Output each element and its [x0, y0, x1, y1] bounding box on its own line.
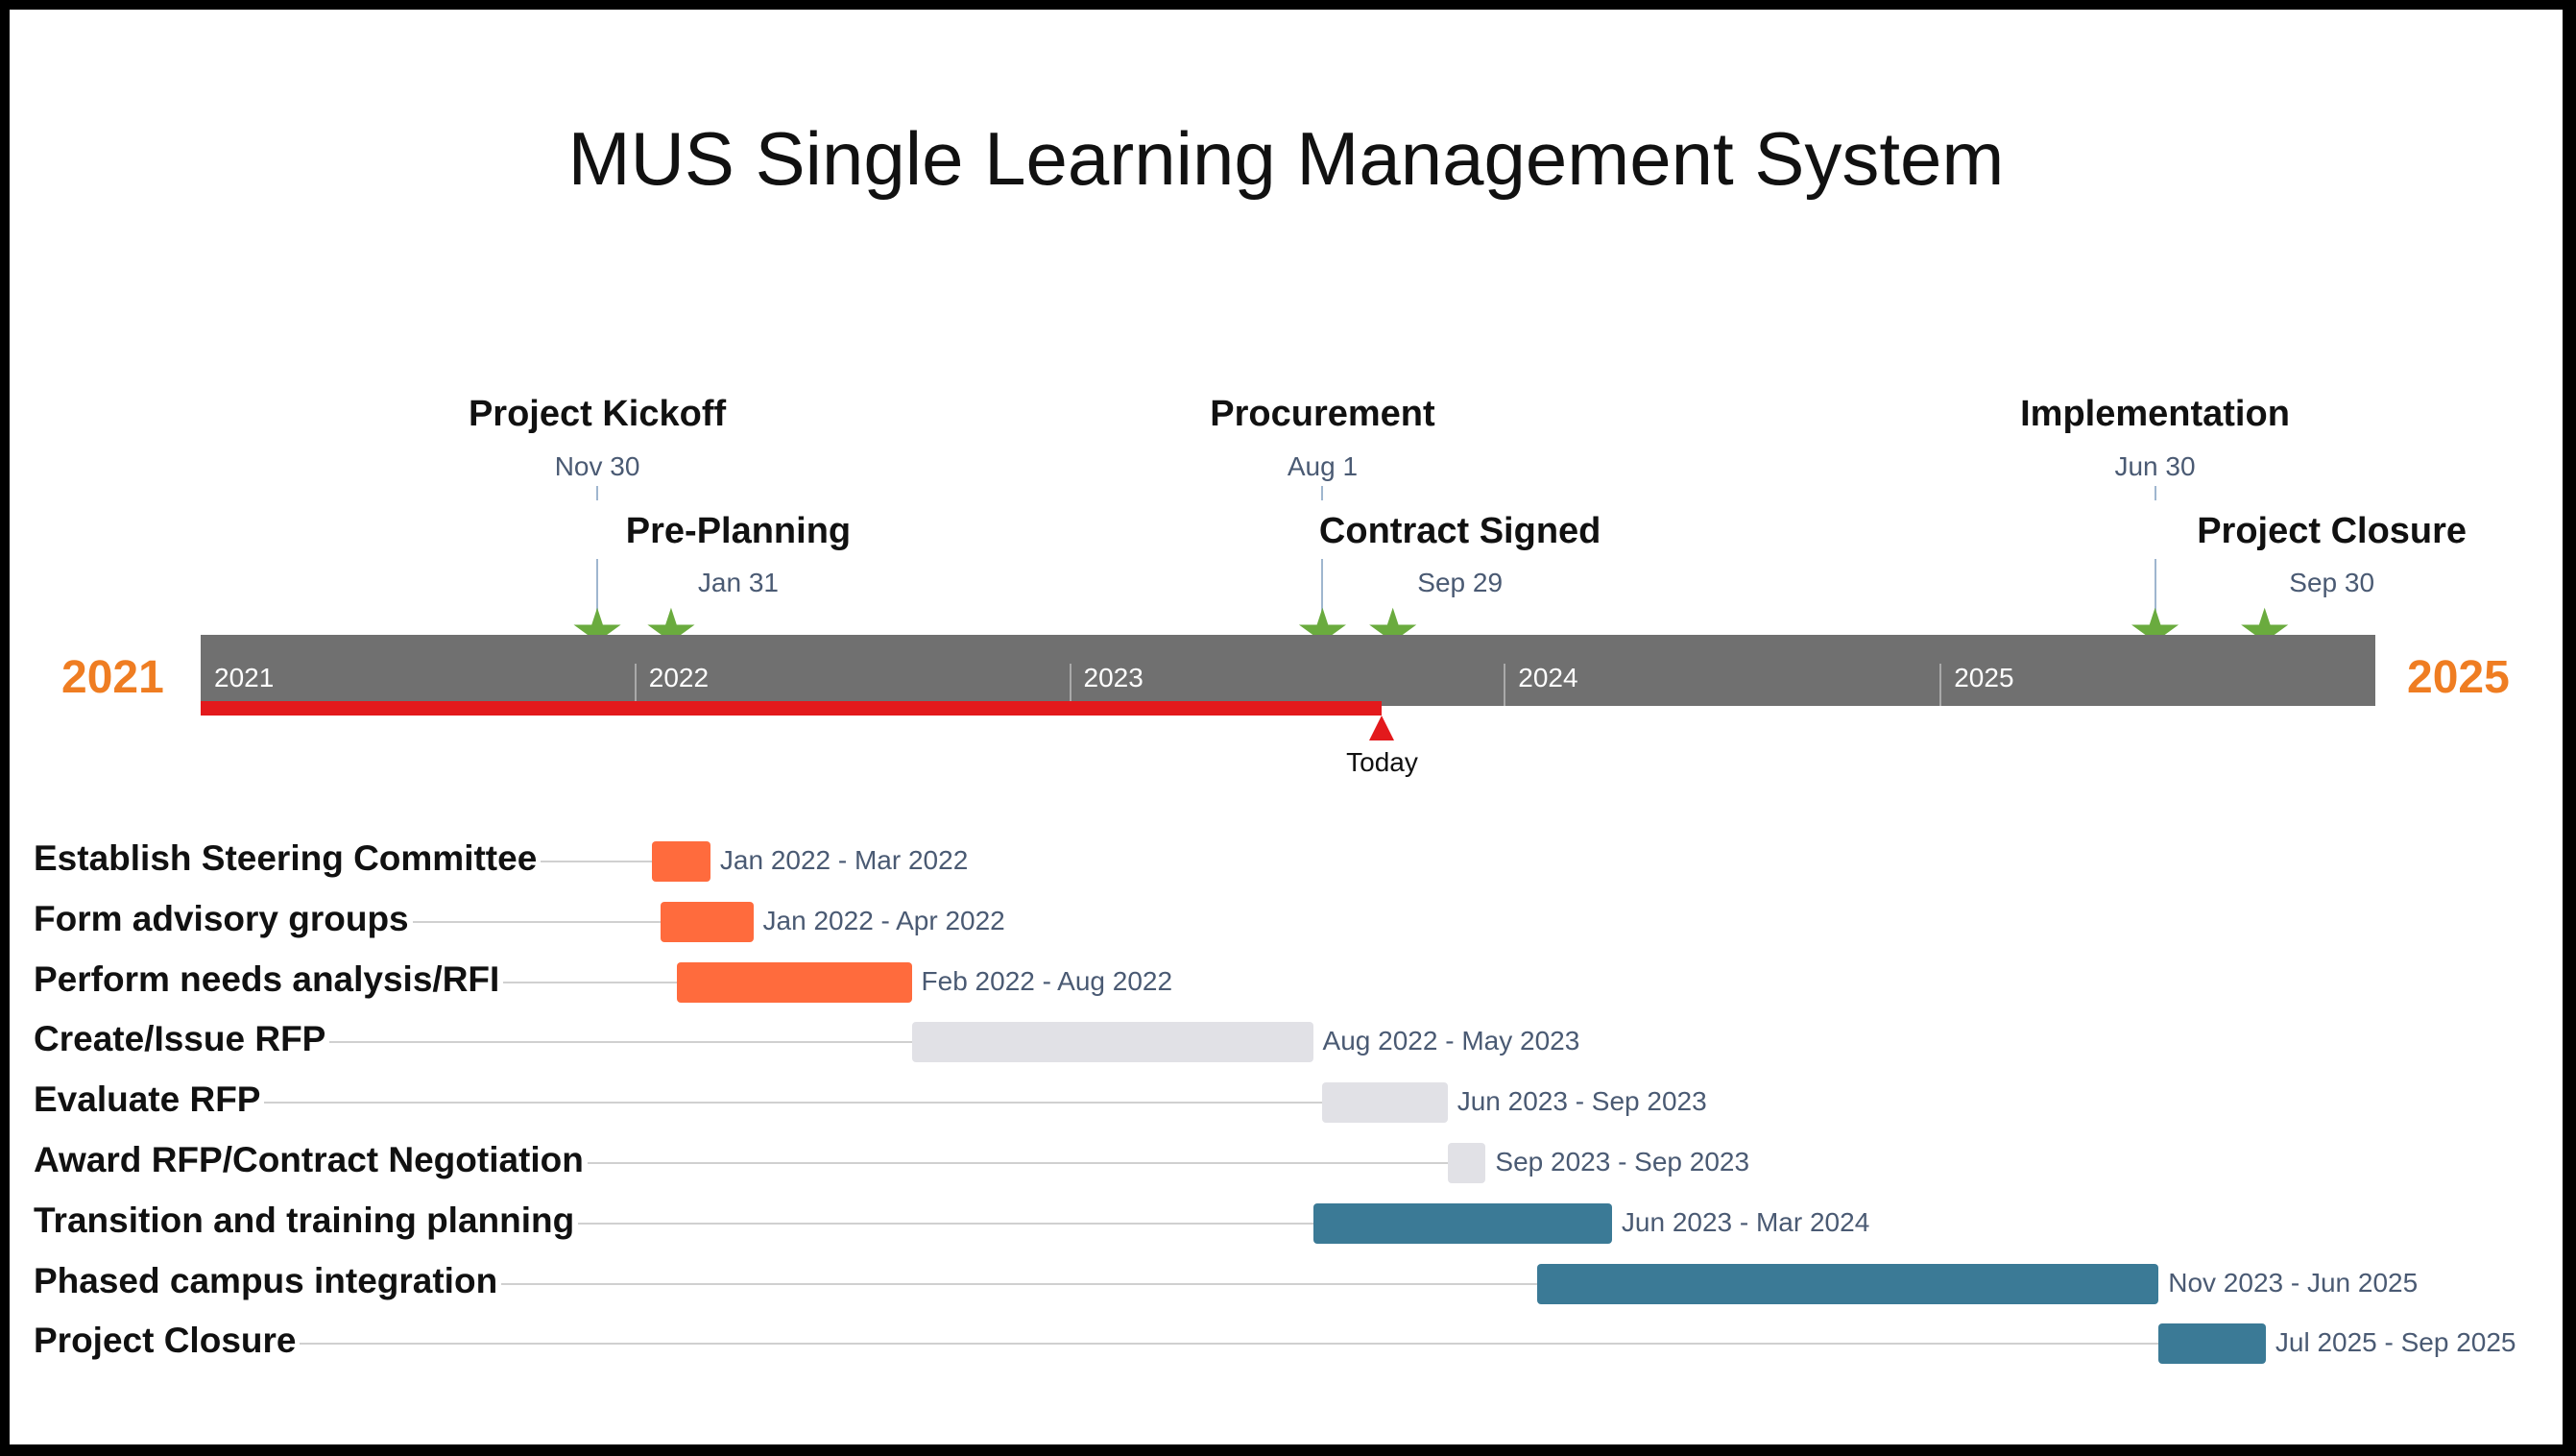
today-marker-icon [1369, 716, 1395, 740]
task-bar[interactable] [2158, 1323, 2266, 1365]
task-label: Project Closure [34, 1321, 301, 1362]
milestone-connector [596, 486, 599, 500]
task-bar[interactable] [677, 961, 912, 1003]
milestone-title: Pre-Planning [625, 511, 852, 551]
task-guide-line [34, 1162, 1448, 1164]
milestone-date: Sep 29 [1417, 568, 1504, 597]
task-guide-line [34, 1102, 1323, 1104]
task-date-range: Jun 2023 - Sep 2023 [1457, 1086, 1707, 1117]
year-tick [1069, 664, 1071, 706]
milestone-connector [2154, 559, 2156, 617]
task-date-range: Feb 2022 - Aug 2022 [921, 965, 1173, 996]
year-tick [634, 664, 637, 706]
year-label: 2021 [214, 663, 275, 692]
task-guide-line [34, 1222, 1313, 1225]
task-label: Evaluate RFP [34, 1080, 265, 1121]
task-bar[interactable] [1312, 1202, 1612, 1244]
milestone-date: Jan 31 [697, 568, 779, 597]
milestone-title: Implementation [2020, 394, 2290, 434]
task-date-range: Jun 2023 - Mar 2024 [1621, 1206, 1870, 1237]
progress-bar [201, 701, 1383, 716]
milestone-title: Project Closure [2197, 511, 2468, 551]
task-bar[interactable] [652, 841, 710, 882]
task-date-range: Sep 2023 - Sep 2023 [1495, 1147, 1750, 1177]
milestone-title: Contract Signed [1318, 511, 1601, 551]
task-bar[interactable] [1447, 1143, 1486, 1183]
task-label: Perform needs analysis/RFI [34, 959, 504, 1000]
timeline-end-year: 2025 [2407, 652, 2510, 703]
year-tick [1939, 664, 1942, 706]
task-date-range: Aug 2022 - May 2023 [1322, 1026, 1580, 1056]
task-bar[interactable] [1322, 1082, 1448, 1124]
milestone-title: Procurement [1210, 394, 1435, 434]
year-label: 2025 [1954, 663, 2014, 692]
timeline-start-year: 2021 [61, 652, 164, 703]
milestone-date: Sep 30 [2289, 568, 2375, 597]
milestone-connector [596, 559, 599, 617]
task-label: Award RFP/Contract Negotiation [34, 1140, 588, 1180]
milestone-date: Nov 30 [554, 451, 640, 481]
page-title: MUS Single Learning Management System [567, 116, 2005, 201]
year-label: 2022 [648, 663, 710, 692]
year-tick [1504, 664, 1506, 706]
task-bar[interactable] [1536, 1263, 2159, 1304]
task-label: Create/Issue RFP [34, 1019, 330, 1060]
task-date-range: Jul 2025 - Sep 2025 [2275, 1327, 2516, 1358]
year-label: 2023 [1083, 663, 1144, 692]
task-label: Phased campus integration [34, 1260, 502, 1301]
task-guide-line [34, 1343, 2159, 1346]
task-guide-line [34, 1282, 1537, 1285]
milestone-title: Project Kickoff [468, 394, 727, 434]
today-label: Today [1346, 747, 1418, 777]
milestone-date: Jun 30 [2114, 451, 2196, 481]
task-date-range: Jan 2022 - Apr 2022 [762, 905, 1005, 935]
task-date-range: Jan 2022 - Mar 2022 [719, 845, 969, 875]
milestone-date: Aug 1 [1287, 451, 1359, 481]
milestone-connector [1321, 486, 1324, 500]
milestone-connector [1321, 559, 1324, 617]
milestone-connector [2154, 486, 2156, 500]
year-label: 2024 [1518, 663, 1578, 692]
task-label: Establish Steering Committee [34, 838, 542, 879]
timeline-track [201, 635, 2375, 706]
task-date-range: Nov 2023 - Jun 2025 [2168, 1267, 2419, 1298]
task-bar[interactable] [660, 901, 754, 942]
task-label: Form advisory groups [34, 898, 413, 939]
timeline-slide: MUS Single Learning Management System Pr… [10, 10, 2563, 1444]
task-guide-line [34, 1041, 912, 1044]
task-label: Transition and training planning [34, 1200, 579, 1241]
task-bar[interactable] [911, 1022, 1313, 1063]
